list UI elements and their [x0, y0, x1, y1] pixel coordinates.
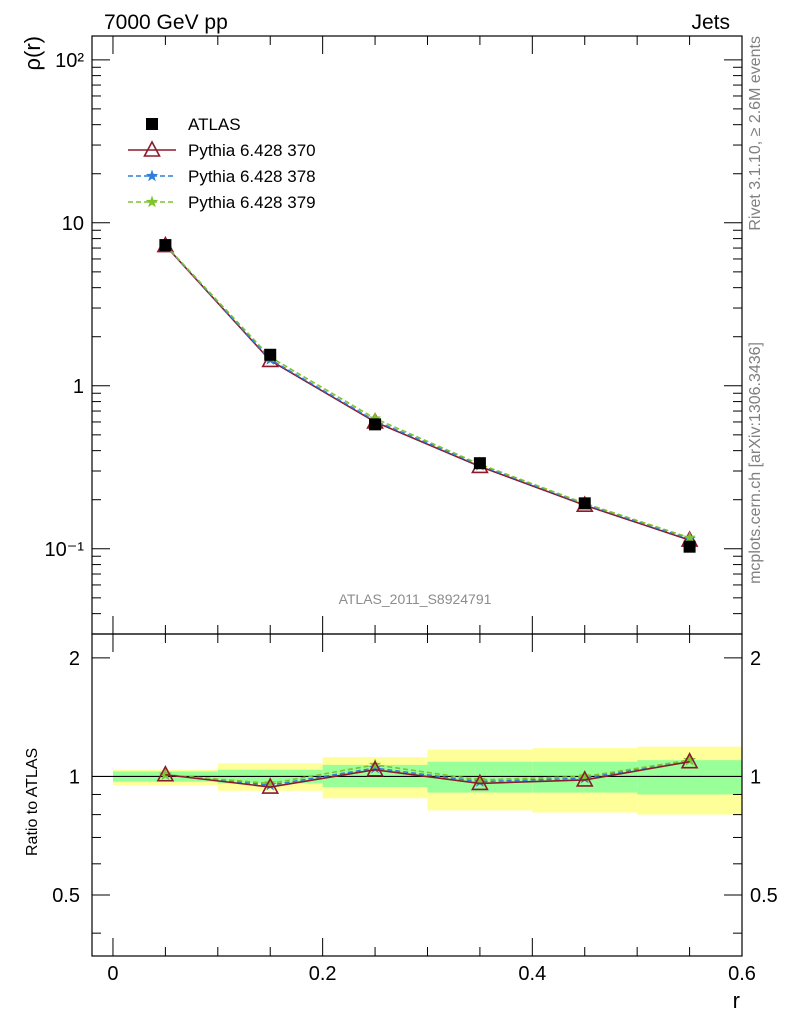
main-data-point [368, 412, 382, 424]
ratio-y-tick-label-right: 2 [750, 648, 761, 670]
main-data-point [264, 348, 277, 361]
main-series [156, 235, 699, 553]
main-panel: 10⁻¹ 1 10 10² ATLAS_2011_S8924791 ρ(r) ATLA… [20, 35, 743, 635]
main-y-tick-label: 1 [73, 376, 84, 398]
ratio-data-point [264, 776, 277, 789]
main-data-point [683, 540, 696, 553]
main-data-point [369, 418, 382, 431]
legend-marker [143, 140, 161, 157]
ratio-data-point [159, 768, 172, 780]
ratio-data-point [578, 770, 591, 782]
ratio-data-point [473, 773, 487, 786]
main-y-tick-label: 10² [55, 50, 84, 72]
ratio-series-line-2 [165, 759, 690, 787]
main-y-tick-label: 10 [62, 213, 84, 235]
ratio-data-point [471, 773, 489, 791]
ratio-y-tick-label-right: 1 [750, 766, 761, 788]
header-right-label: Jets [691, 11, 730, 34]
legend-label: Pythia 6.428 370 [188, 141, 316, 160]
legend-label: ATLAS [188, 115, 241, 134]
ratio-panel: 0.5 0.5 1 1 2 2 0 0.2 0.4 0.6 Ratio to ATLAS r [24, 633, 778, 1013]
x-tick-label: 0 [107, 963, 118, 985]
x-tick-label: 0.6 [728, 963, 756, 985]
ratio-band-inner [637, 760, 742, 795]
ratio-bands [92, 746, 742, 815]
main-y-tick-label: 10⁻¹ [45, 539, 85, 561]
ratio-series-line-3 [165, 759, 690, 785]
ratio-series [156, 752, 699, 794]
x-tick-label: 0.4 [518, 963, 546, 985]
ratio-data-point [368, 758, 382, 771]
ratio-data-point [680, 752, 699, 769]
ratio-y-tick-label: 1 [69, 766, 80, 788]
main-data-point [473, 457, 486, 470]
ratio-series-line-1 [165, 760, 690, 788]
ratio-y-axis-title: Ratio to ATLAS [24, 748, 41, 856]
main-series-line-2 [164, 244, 690, 540]
legend: ATLAS Pythia 6.428 370 Pythia 6.428 378 Pyt… [128, 115, 316, 212]
analysis-watermark: ATLAS_2011_S8924791 [339, 591, 492, 607]
legend-marker [146, 118, 158, 130]
x-axis-title: r [733, 988, 740, 1013]
legend-label: Pythia 6.428 379 [188, 193, 316, 212]
ratio-data-point [156, 765, 175, 782]
ratio-y-tick-label-right: 0.5 [750, 885, 778, 907]
rivet-version-label: Rivet 3.1.10, ≥ 2.6M events [747, 36, 764, 231]
main-y-axis-title: ρ(r) [20, 36, 45, 71]
ratio-panel-frame [91, 633, 743, 957]
main-data-point [159, 239, 172, 252]
legend-marker [145, 169, 159, 182]
mcplots-label: mcplots.cern.ch [arXiv:1306.3436] [747, 342, 764, 584]
x-tick-label: 0.2 [309, 963, 337, 985]
ratio-data-point [366, 760, 384, 777]
main-data-point [683, 531, 696, 543]
ratio-data-point [261, 777, 280, 794]
header-left-label: 7000 GeV pp [104, 11, 228, 34]
main-series-line-3 [164, 244, 690, 539]
main-series-line-1 [164, 245, 690, 541]
legend-label: Pythia 6.428 378 [188, 167, 316, 186]
ratio-y-tick-label: 2 [69, 648, 80, 670]
ratio-data-point [683, 753, 696, 766]
ratio-y-tick-label: 0.5 [52, 885, 80, 907]
legend-marker [145, 195, 159, 208]
main-data-point [578, 497, 591, 510]
ratio-ticks: 0.5 0.5 1 1 2 2 0 0.2 0.4 0.6 [52, 634, 778, 985]
main-ticks: 10⁻¹ 1 10 10² [45, 36, 743, 635]
ratio-data-point [575, 770, 594, 787]
